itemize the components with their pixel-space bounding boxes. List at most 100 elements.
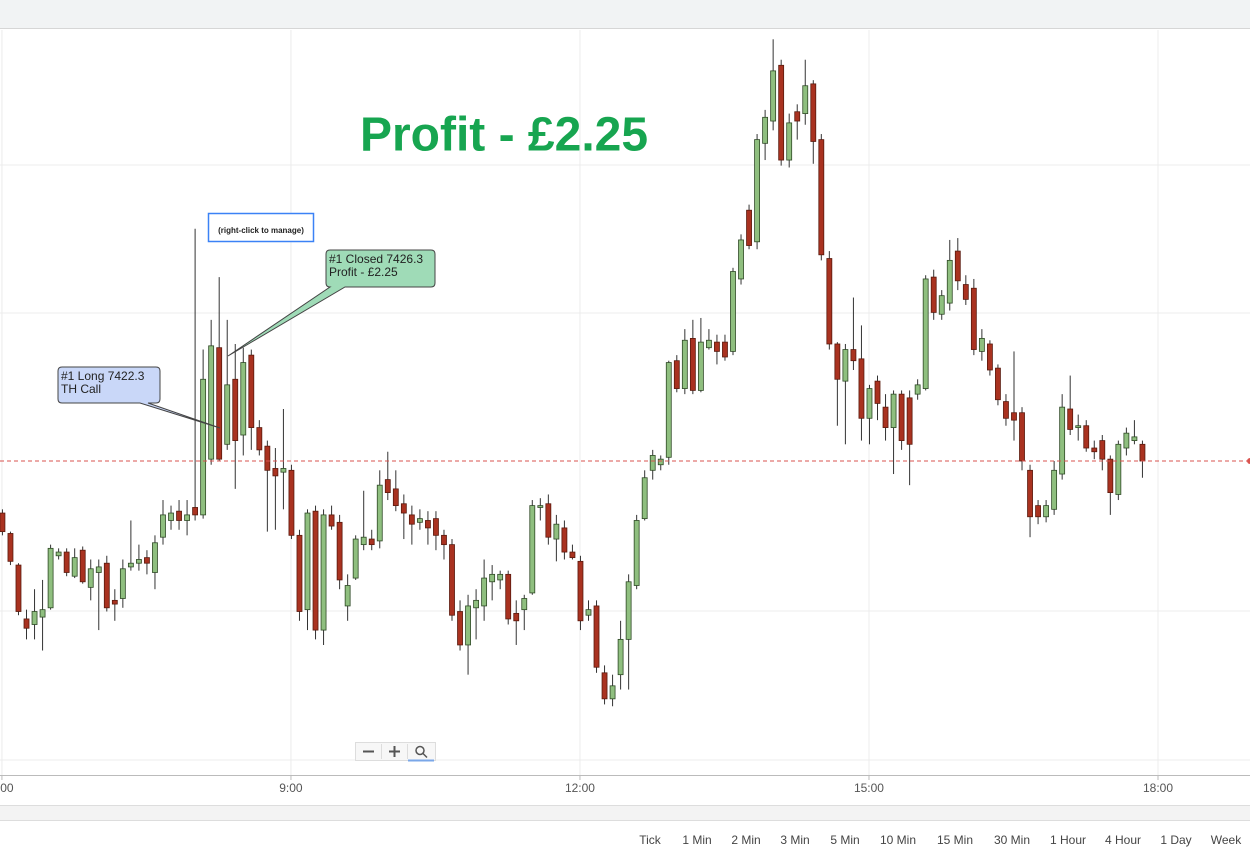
candle-body [730, 271, 736, 352]
candle-body [376, 484, 383, 542]
candle-body [1139, 443, 1146, 462]
timeframe-button[interactable]: 1 Min [682, 833, 711, 847]
candle-body [714, 341, 720, 352]
zoom-reset[interactable] [415, 745, 428, 759]
candle-body [1083, 425, 1090, 449]
timeframe-button[interactable]: 5 Min [830, 833, 859, 847]
candle-body [1035, 505, 1041, 518]
candle-body [497, 573, 504, 581]
candle-body [336, 521, 343, 581]
candle-body [754, 139, 760, 243]
candle-body [890, 393, 897, 428]
candle-body [922, 278, 929, 389]
timeframe-button[interactable]: 15 Min [937, 833, 973, 847]
candle-body [433, 518, 439, 536]
x-tick-label: 15:00 [854, 781, 884, 795]
zoom-in[interactable] [389, 746, 400, 757]
timeframe-button[interactable]: Tick [639, 833, 662, 847]
candle-body [47, 547, 54, 609]
candle-body [987, 343, 993, 371]
candle-body [834, 343, 841, 380]
candle-body [962, 284, 969, 300]
callout-box [57, 366, 221, 429]
candle-body [625, 581, 632, 640]
candle-body [256, 427, 263, 451]
candle-body [144, 557, 150, 564]
candle-body [898, 393, 905, 441]
timeframe-button[interactable]: 2 Min [731, 833, 760, 847]
hint-box[interactable]: (right-click to manage) [207, 212, 315, 243]
candle-body [55, 551, 62, 557]
candle-body [770, 70, 777, 122]
candle-body [617, 638, 624, 676]
candle-body [802, 85, 809, 115]
candle-body [970, 287, 977, 350]
candle-body [408, 514, 415, 525]
candle-body [352, 538, 359, 579]
candle-body [103, 562, 110, 609]
candle-body [79, 549, 86, 583]
candle-body [786, 122, 793, 161]
candle-body [665, 362, 672, 458]
hint-frame[interactable] [207, 212, 315, 243]
candle-body [874, 380, 881, 404]
candle-body [384, 479, 391, 494]
candle-body [1043, 505, 1050, 518]
candle-body [95, 566, 102, 573]
callout-text: #1 Closed 7426.3 [329, 252, 423, 266]
timeframe-button[interactable]: 10 Min [880, 833, 916, 847]
candle-body [119, 568, 126, 599]
timeframe-button[interactable]: 4 Hour [1105, 833, 1141, 847]
x-tick-label: 6:00 [0, 781, 14, 795]
candle-body [87, 568, 94, 588]
candle-body [425, 520, 431, 529]
candle-body [794, 111, 801, 122]
candle-body [1067, 408, 1074, 430]
candle-body [31, 611, 38, 625]
candle-body [392, 488, 399, 507]
magnifier-icon[interactable] [415, 745, 425, 756]
candle-body [649, 455, 656, 471]
candle-body [521, 598, 528, 611]
timeframe-button[interactable]: 3 Min [780, 833, 809, 847]
candle-body [1107, 458, 1114, 494]
candle-body [441, 534, 447, 546]
candle-body [1099, 440, 1106, 460]
candle-body [738, 239, 744, 280]
candle-body [465, 605, 471, 646]
candle-body [192, 507, 199, 516]
candle-body [168, 512, 174, 521]
timeframe-button[interactable]: 30 Min [994, 833, 1030, 847]
candle-body [489, 573, 496, 583]
callout-box [227, 249, 436, 357]
candle-body [280, 468, 287, 473]
candle-body [481, 577, 488, 607]
candle-body [152, 542, 158, 573]
candle-body [208, 345, 215, 460]
candle-body [850, 349, 857, 362]
candle-body [184, 514, 190, 521]
zoom-controls [355, 742, 436, 762]
candle-body [449, 544, 455, 616]
candle-body [537, 505, 544, 508]
magnifier-icon[interactable] [422, 752, 428, 759]
candle-body [569, 551, 576, 559]
candle-body [641, 477, 648, 520]
timeframe-button[interactable]: 1 Hour [1050, 833, 1086, 847]
candle-body [416, 518, 423, 523]
candle-body [216, 347, 223, 460]
timeframe-button[interactable]: Week [1211, 833, 1242, 847]
candle-body [585, 609, 592, 616]
candle-body [978, 338, 985, 352]
candle-body [577, 560, 584, 622]
candle-body [746, 209, 752, 246]
candle-body [320, 514, 327, 631]
candle-body [529, 505, 536, 594]
candle-body [264, 445, 271, 471]
candle-body [938, 295, 945, 315]
callout-closed: #1 Closed 7426.3 Profit - £2.25 [227, 249, 436, 357]
candle-body [995, 367, 1001, 401]
candle-body [930, 276, 937, 313]
timeframe-button[interactable]: 1 Day [1160, 833, 1191, 847]
candle-body [826, 258, 833, 345]
